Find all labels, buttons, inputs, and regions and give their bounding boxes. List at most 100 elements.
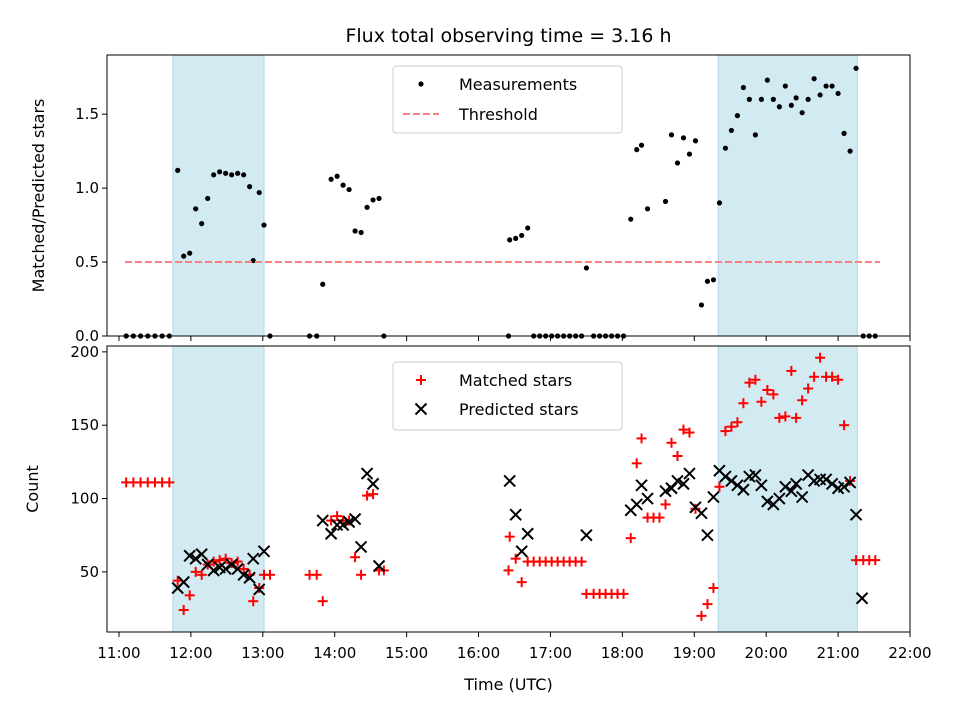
measurement-point — [686, 151, 693, 157]
predicted-stars-point — [503, 474, 516, 488]
predicted-stars-point — [779, 480, 792, 494]
ratio-y-axis-label: Matched/Predicted stars — [29, 99, 48, 293]
matched-stars-point — [618, 588, 629, 599]
measurement-point — [235, 170, 241, 176]
predicted-stars-point — [580, 528, 593, 542]
matched-stars-point — [714, 481, 725, 492]
predicted-stars-point — [855, 592, 869, 605]
predicted-stars-point — [237, 568, 250, 582]
predicted-stars-point — [749, 468, 762, 482]
measurement-point — [358, 229, 364, 236]
measurement-point — [583, 265, 590, 271]
predicted-stars-point — [819, 473, 833, 486]
matched-stars-point — [504, 531, 515, 542]
matched-stars-point — [368, 489, 379, 500]
predicted-stars-point — [324, 527, 338, 540]
predicted-stars-point — [247, 552, 260, 565]
matched-stars-point — [803, 383, 814, 394]
predicted-stars-point — [785, 484, 798, 498]
matched-stars-point — [356, 569, 367, 580]
predicted-stars-point — [257, 545, 271, 558]
measurement-point — [320, 281, 326, 287]
matched-stars-point — [791, 412, 802, 423]
predicted-stars-point — [719, 470, 732, 483]
predicted-stars-point — [683, 467, 696, 480]
count-x-ticks: 11:00 12:00 13:00 14:00 15:00 16:00 17:00 18:00… — [97, 632, 932, 662]
measurement-point — [764, 77, 770, 83]
y-tick-label: 200 — [70, 343, 99, 361]
y-tick-label: 150 — [70, 416, 99, 434]
predicted-stars-point — [189, 552, 202, 565]
x-tick-label: 20:00 — [745, 644, 788, 662]
matched-stars-point — [332, 511, 343, 522]
matched-stars-point — [226, 558, 237, 569]
matched-stars-point — [702, 599, 713, 610]
measurement-point — [782, 83, 788, 89]
matched-stars-point — [684, 427, 695, 438]
matched-stars-point — [809, 371, 820, 382]
predicted-stars-point — [183, 549, 196, 562]
matched-stars-point — [870, 555, 881, 566]
measurement-point — [634, 147, 640, 153]
predicted-stars-point — [521, 527, 534, 540]
predicted-stars-point — [509, 508, 522, 521]
measurement-point — [805, 96, 811, 102]
matched-stars-point — [815, 352, 826, 363]
measurement-point — [346, 186, 352, 193]
matched-stars-point — [780, 411, 791, 422]
predicted-stars-point — [671, 474, 684, 488]
measurement-point — [525, 225, 531, 231]
matched-stars-point — [164, 477, 175, 488]
measurement-point — [334, 173, 340, 179]
measurement-point — [799, 110, 805, 116]
predicted-stars-point — [342, 515, 356, 529]
x-tick-label: 19:00 — [673, 644, 716, 662]
measurement-point — [823, 83, 829, 89]
measurement-point — [638, 142, 645, 148]
measurement-point — [513, 235, 519, 241]
measurement-point — [193, 206, 199, 212]
x-tick-label: 22:00 — [888, 644, 931, 662]
measurement-point — [698, 302, 705, 308]
matched-stars-point — [762, 385, 773, 395]
x-tick-label: 15:00 — [385, 644, 428, 662]
matched-stars-point — [326, 515, 337, 526]
predicted-stars-point — [731, 479, 744, 492]
predicted-stars-point — [795, 490, 809, 504]
measurement-point — [328, 176, 334, 182]
predicted-stars-point — [366, 477, 380, 491]
matched-stars-point — [220, 553, 231, 564]
measurement-point — [770, 96, 776, 102]
measurement-point — [841, 130, 847, 136]
matched-stars-point — [196, 569, 207, 580]
x-tick-label: 18:00 — [601, 644, 644, 662]
predicted-stars-point — [659, 484, 672, 498]
matched-stars-point — [317, 596, 328, 607]
measurement-point — [704, 278, 711, 284]
predicted-stars-point — [360, 467, 374, 480]
matched-stars-point — [238, 563, 249, 574]
measurement-point — [205, 195, 211, 202]
measurement-point — [370, 197, 376, 203]
matched-stars-point — [254, 583, 265, 593]
matched-stars-point — [660, 499, 671, 510]
matched-stars-point — [666, 437, 677, 448]
measurement-point — [776, 104, 782, 110]
measurement-point — [674, 160, 681, 166]
measurement-point — [644, 206, 651, 212]
matched-stars-point — [690, 503, 701, 514]
ratio-marks — [123, 65, 881, 339]
x-tick-label: 16:00 — [457, 644, 500, 662]
predicted-stars-point — [641, 492, 654, 505]
matched-stars-point — [184, 590, 195, 601]
count-panel: 50 100 150 200 11:00 12:00 13:00 14:00 15:00 16:… — [23, 343, 932, 694]
ratio-y-ticks: 0.0 0.5 1.0 1.5 — [75, 105, 107, 345]
measurement-point — [853, 65, 859, 71]
y-tick-label: 100 — [70, 490, 99, 508]
measurement-point — [376, 195, 382, 202]
measurement-point — [256, 189, 262, 196]
matched-stars-point — [720, 426, 731, 437]
y-tick-label: 0.0 — [75, 327, 99, 345]
predicted-stars-point — [253, 583, 266, 596]
matched-stars-point — [311, 569, 322, 580]
